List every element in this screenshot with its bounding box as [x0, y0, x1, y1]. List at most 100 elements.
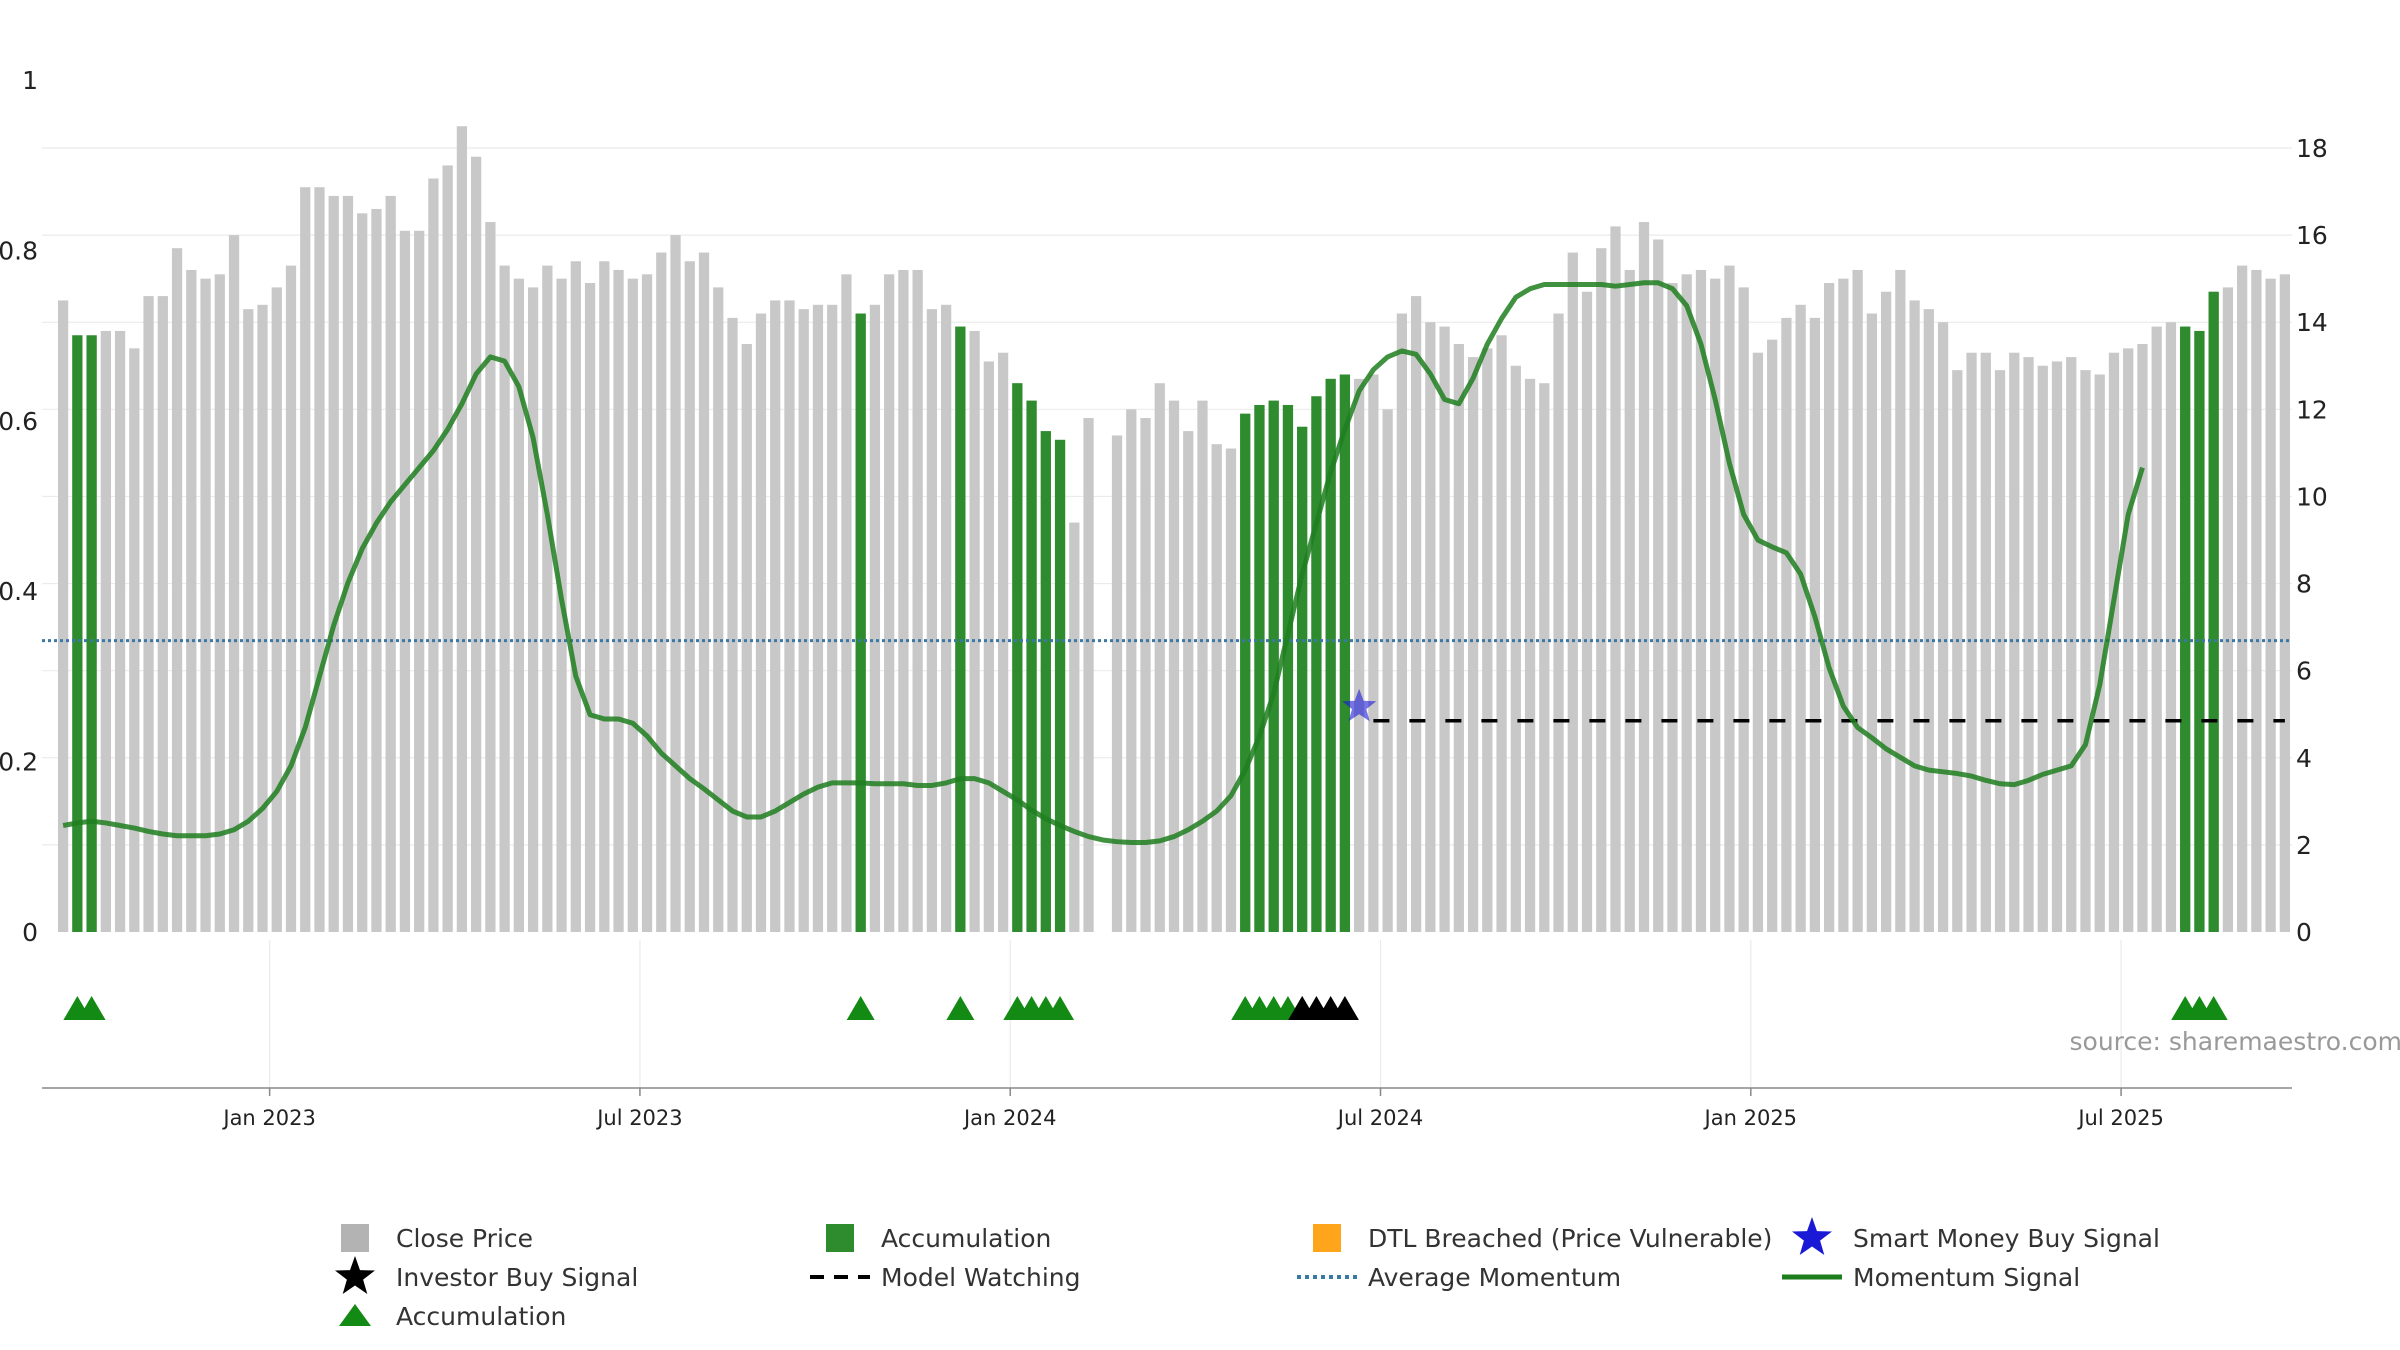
close-price-bar — [613, 269, 624, 932]
right-tick-label: 18 — [2296, 134, 2328, 163]
close-price-bar — [1596, 248, 1607, 932]
close-price-bar — [1211, 444, 1222, 932]
close-price-bar — [2037, 365, 2048, 932]
close-price-bar — [1610, 226, 1621, 932]
close-price-bar — [1738, 287, 1749, 932]
close-price-bar — [627, 278, 638, 933]
close-price-bar — [670, 235, 681, 933]
investor-buy-triangle — [1330, 996, 1359, 1020]
accumulation-bar — [1026, 400, 1037, 933]
close-price-bar — [2237, 265, 2248, 933]
close-price-bar — [2265, 278, 2276, 933]
close-price-bar — [1923, 309, 1934, 933]
accumulation-bar — [1012, 383, 1023, 932]
close-price-bar — [442, 165, 453, 932]
legend-label: DTL Breached (Price Vulnerable) — [1368, 1224, 1772, 1253]
close-price-bar — [997, 352, 1009, 932]
close-price-bar — [342, 195, 354, 932]
close-price-bar — [1168, 400, 1180, 933]
close-price-bar — [2009, 352, 2020, 932]
accumulation-bar — [955, 326, 966, 933]
close-price-bar — [1667, 283, 1678, 932]
close-price-bar — [1710, 278, 1721, 933]
right-tick-label: 12 — [2296, 395, 2328, 424]
close-price-bar — [1838, 278, 1849, 933]
close-price-bar — [371, 208, 382, 932]
close-price-bar — [2051, 361, 2063, 932]
close-price-bar — [328, 195, 339, 932]
accumulation-bars — [72, 291, 2219, 933]
legend-label: Close Price — [396, 1224, 533, 1253]
close-price-bar — [684, 261, 695, 932]
close-price-bar — [1624, 269, 1635, 932]
accumulation-triangle — [1046, 996, 1075, 1020]
left-tick-label: 0.8 — [0, 236, 38, 265]
close-price-bar — [812, 304, 824, 932]
close-price-bar — [1225, 448, 1237, 932]
close-price-bar — [1396, 313, 1407, 932]
close-price-bar — [1510, 365, 1521, 932]
close-price-bar — [1653, 239, 1664, 932]
close-price-bar — [471, 156, 482, 932]
close-price-bar — [1553, 313, 1564, 932]
close-price-bar — [1681, 274, 1692, 932]
close-price-bar — [2151, 326, 2162, 933]
close-price-bar — [727, 317, 738, 932]
legend-label: Investor Buy Signal — [396, 1263, 638, 1292]
close-price-bar — [2279, 274, 2291, 932]
close-price-bar — [1524, 378, 1536, 932]
close-price-bar — [114, 330, 126, 932]
accumulation-bar — [1040, 431, 1051, 932]
right-tick-label: 4 — [2296, 744, 2312, 773]
close-price-bar — [2108, 352, 2120, 932]
accumulation-bar — [2208, 291, 2219, 932]
close-price-bar — [2251, 269, 2262, 932]
close-price-bar — [1880, 291, 1892, 932]
close-price-bar — [912, 269, 923, 932]
legend-dtl-swatch — [1313, 1224, 1341, 1252]
close-price-bar — [1638, 222, 1650, 933]
close-price-bar — [1069, 522, 1080, 932]
accumulation-bar — [2180, 326, 2191, 933]
close-price-bar — [1126, 409, 1137, 932]
close-price-bar — [271, 287, 282, 932]
x-axis-ticks: Jan 2023 Jul 2023 Jan 2024 Jul 2024 Jan 2025… — [221, 1088, 2164, 1130]
close-price-bar — [1581, 291, 1593, 932]
close-price-bar — [1183, 431, 1194, 932]
right-tick-label: 2 — [2296, 831, 2312, 860]
close-price-bar — [1453, 344, 1464, 932]
close-price-bar — [713, 287, 724, 932]
accumulation-bar — [2194, 330, 2205, 932]
right-axis-ticks: 0 2 4 6 8 10 12 14 16 18 — [2296, 134, 2328, 947]
left-axis-ticks: 0 0.2 0.4 0.6 0.8 1 — [0, 66, 38, 947]
close-price-bar — [1724, 265, 1735, 933]
left-tick-label: 0.2 — [0, 748, 38, 777]
close-price-bar — [2222, 287, 2234, 932]
right-tick-label: 8 — [2296, 570, 2312, 599]
close-price-bar — [143, 296, 154, 933]
left-tick-label: 0 — [22, 918, 38, 947]
accumulation-bar — [1297, 426, 1308, 932]
close-price-bar — [1980, 352, 1991, 932]
close-price-bar — [1111, 435, 1123, 932]
left-tick-label: 1 — [22, 66, 38, 95]
source-label: source: sharemaestro.com — [2070, 1027, 2400, 1056]
close-price-bar — [827, 304, 838, 932]
close-price-bar — [755, 313, 767, 932]
close-price-bar — [1410, 296, 1422, 933]
close-price-bar — [1952, 370, 1963, 933]
close-price-bar — [570, 261, 581, 932]
accumulation-bar — [1254, 404, 1265, 932]
close-price-bar — [741, 344, 752, 932]
close-price-bar — [243, 309, 254, 933]
close-price-bar — [527, 287, 539, 932]
close-price-bar — [1197, 400, 1208, 933]
close-price-bar — [926, 309, 938, 933]
close-price-bar — [1354, 378, 1365, 932]
right-tick-label: 6 — [2296, 657, 2312, 686]
smart-money-buy-signal — [1342, 688, 1377, 722]
close-price-bar — [599, 261, 610, 932]
close-price-bar — [542, 265, 553, 933]
close-price-bars — [57, 126, 2291, 933]
